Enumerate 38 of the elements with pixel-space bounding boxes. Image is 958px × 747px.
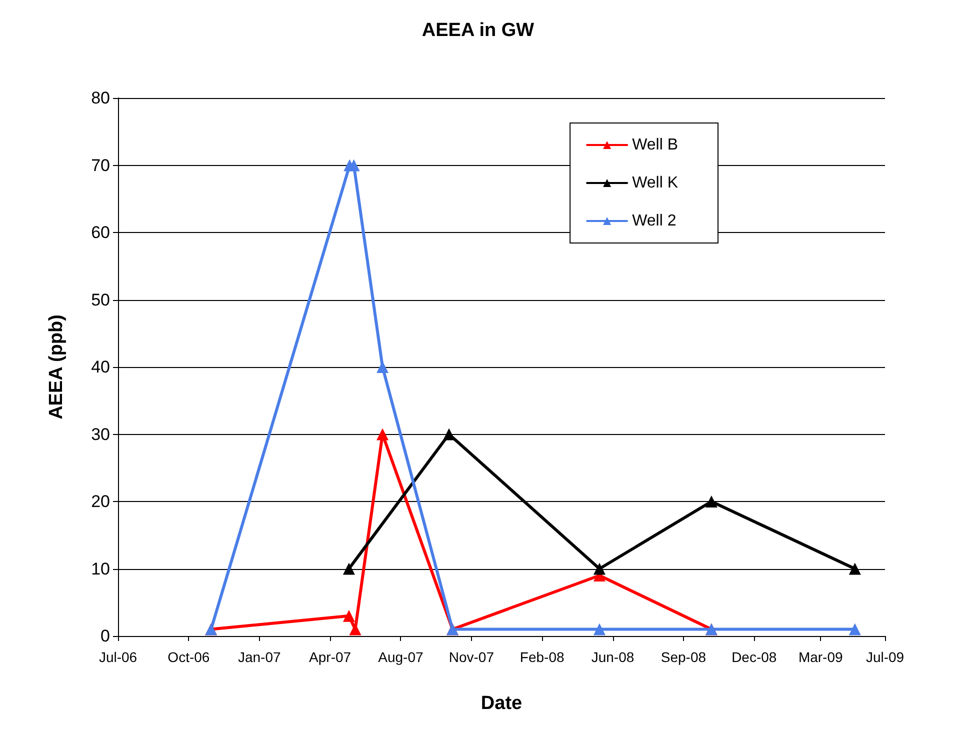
x-tick-label: Dec-08 xyxy=(732,649,777,665)
point xyxy=(593,562,606,575)
x-axis-title: Date xyxy=(480,693,522,714)
x-tick-label: Sep-08 xyxy=(660,649,706,665)
x-tick-label: Nov-07 xyxy=(448,649,494,665)
y-tick-label: 70 xyxy=(91,156,110,175)
x-tick-label: Oct-06 xyxy=(168,649,210,665)
y-axis-title: AEEA (ppb) xyxy=(46,314,67,420)
y-tick-label: 30 xyxy=(91,424,110,444)
y-tick-label: 0 xyxy=(100,626,110,646)
x-tick-label: Feb-08 xyxy=(520,649,564,665)
x-tick-label: Jul-06 xyxy=(98,649,138,665)
y-tick-label: 40 xyxy=(91,358,110,376)
chart-title: AEEA in GW xyxy=(422,20,534,41)
point xyxy=(848,562,861,575)
y-tick-label: 50 xyxy=(91,290,110,310)
y-tick-label: 60 xyxy=(91,223,110,242)
legend-label: Well K xyxy=(632,174,678,192)
point xyxy=(848,623,861,636)
point xyxy=(376,428,389,440)
point xyxy=(593,623,606,636)
point xyxy=(376,361,389,373)
x-tick-label: Apr-07 xyxy=(309,649,352,665)
legend-label: Well B xyxy=(632,136,678,154)
point xyxy=(443,428,456,440)
point xyxy=(348,159,360,172)
y-tick-label: 10 xyxy=(91,559,110,578)
y-tick-label: 20 xyxy=(91,492,110,511)
x-tick-label: Mar-09 xyxy=(798,649,843,665)
x-tick-label: Jun-08 xyxy=(591,649,634,665)
x-tick-label: Aug-07 xyxy=(378,649,424,665)
point xyxy=(342,610,355,622)
x-tick-label: Jan-07 xyxy=(238,649,281,665)
point xyxy=(705,496,718,508)
legend-label: Well 2 xyxy=(632,212,676,230)
point xyxy=(342,562,355,575)
y-tick-label: 80 xyxy=(91,88,110,108)
x-tick-label: Jul-09 xyxy=(866,649,904,665)
